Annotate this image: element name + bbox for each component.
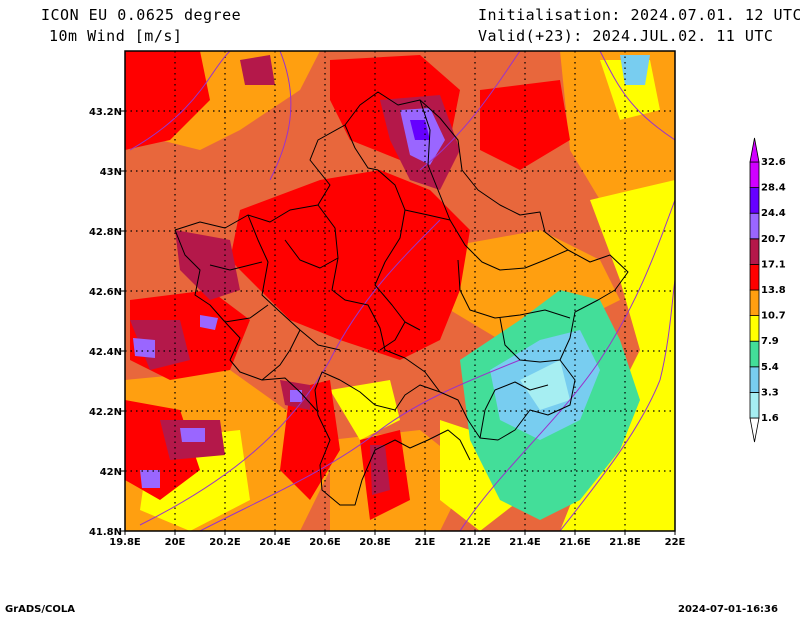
colorbar-segment bbox=[749, 187, 760, 214]
x-tick-label: 21E bbox=[415, 537, 436, 548]
x-tick-label: 20.8E bbox=[359, 537, 391, 548]
colorbar-segment bbox=[749, 289, 760, 317]
wind-speed-colorbar: 1.6 3.3 5.4 7.9 10.7 13.8 17.1 20.7 24.4 28.4 32.6 bbox=[749, 137, 786, 443]
colorbar-label: 10.7 bbox=[761, 311, 786, 322]
x-tick-label: 20E bbox=[165, 537, 186, 548]
colorbar-label: 32.6 bbox=[761, 157, 786, 168]
y-tick-label: 42.2N bbox=[89, 407, 122, 418]
colorbar-label: 24.4 bbox=[761, 208, 786, 219]
x-tick-label: 19.8E bbox=[109, 537, 141, 548]
colorbar-label: 3.3 bbox=[761, 387, 779, 398]
y-axis-ticks bbox=[121, 110, 125, 532]
y-tick-label: 41.8N bbox=[89, 527, 122, 538]
colorbar-label: 20.7 bbox=[761, 234, 786, 245]
colorbar-segment bbox=[749, 212, 760, 240]
x-tick-label: 21.6E bbox=[559, 537, 591, 548]
x-tick-label: 21.2E bbox=[459, 537, 491, 548]
y-axis-labels: 41.8N 42N 42.2N 42.4N 42.6N 42.8N 43N 43.2N bbox=[89, 107, 122, 538]
y-tick-label: 43.2N bbox=[89, 107, 122, 118]
colorbar-label: 28.4 bbox=[761, 183, 786, 194]
x-tick-label: 21.4E bbox=[509, 537, 541, 548]
valid-time: Valid(+23): 2024.JUL.02. 11 UTC bbox=[478, 27, 774, 45]
x-tick-label: 22E bbox=[665, 537, 686, 548]
colorbar-label: 5.4 bbox=[761, 362, 779, 373]
x-tick-label: 21.8E bbox=[609, 537, 641, 548]
x-axis-ticks bbox=[124, 531, 676, 535]
model-title: ICON EU 0.0625 degree bbox=[41, 6, 242, 24]
y-tick-label: 43N bbox=[100, 167, 122, 178]
y-tick-label: 42.4N bbox=[89, 347, 122, 358]
colorbar-segment bbox=[749, 315, 760, 342]
colorbar-segment bbox=[749, 263, 760, 291]
colorbar-segment bbox=[749, 137, 760, 163]
x-tick-label: 20.4E bbox=[259, 537, 291, 548]
borders bbox=[174, 91, 629, 506]
colorbar-label: 7.9 bbox=[761, 336, 779, 347]
colorbar-segment bbox=[749, 366, 760, 393]
initialisation-time: Initialisation: 2024.07.01. 12 UTC bbox=[478, 6, 800, 24]
colorbar-segment bbox=[749, 340, 760, 368]
colorbar-label: 13.8 bbox=[761, 285, 786, 296]
x-tick-label: 20.6E bbox=[309, 537, 341, 548]
colorbar-segment bbox=[749, 238, 760, 265]
y-tick-label: 42.6N bbox=[89, 287, 122, 298]
x-axis-labels: 19.8E 20E 20.2E 20.4E 20.6E 20.8E 21E 21.2E 21.4… bbox=[109, 537, 685, 548]
y-tick-label: 42.8N bbox=[89, 227, 122, 238]
isolines bbox=[129, 51, 675, 531]
y-tick-label: 42N bbox=[100, 467, 122, 478]
colorbar-segment bbox=[749, 161, 760, 189]
wind-field bbox=[125, 51, 675, 531]
colorbar-segment bbox=[749, 391, 760, 419]
x-tick-label: 20.2E bbox=[209, 537, 241, 548]
variable-title: 10m Wind [m/s] bbox=[49, 27, 183, 45]
colorbar-label: 17.1 bbox=[761, 259, 786, 270]
colorbar-label: 1.6 bbox=[761, 413, 779, 424]
credit-label: GrADS/COLA bbox=[5, 604, 75, 615]
render-timestamp: 2024-07-01-16:36 bbox=[678, 604, 778, 615]
lat-lon-grid bbox=[125, 51, 675, 531]
colorbar-segment bbox=[749, 417, 760, 443]
